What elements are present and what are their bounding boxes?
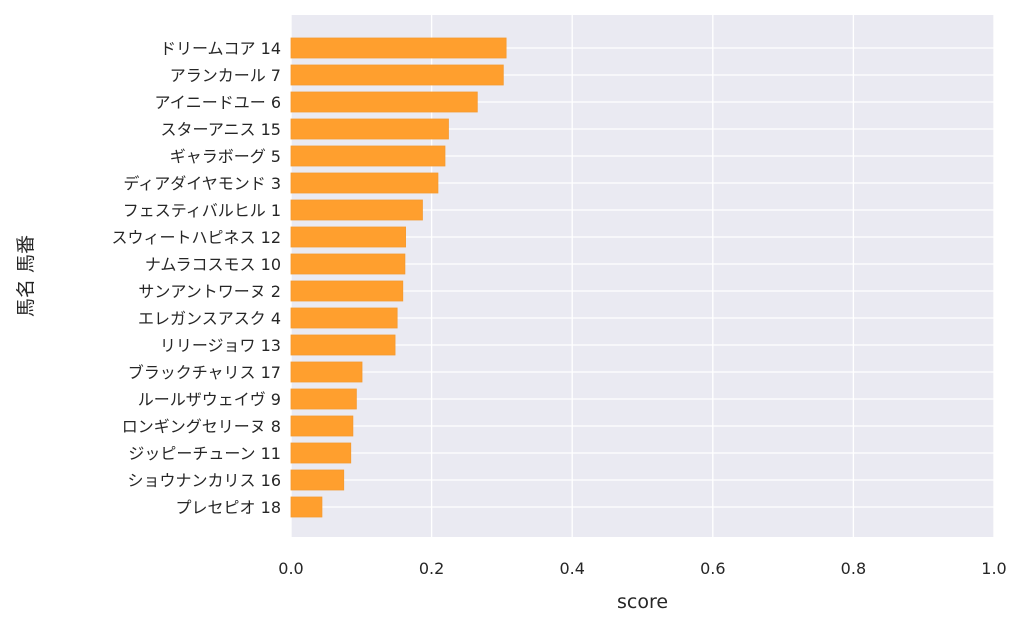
x-tick-label: 1.0 (981, 559, 1006, 578)
y-tick-label: ギャラボーグ 5 (170, 147, 281, 166)
bar (290, 253, 406, 275)
x-axis-title: score (617, 591, 668, 613)
bar (290, 91, 478, 113)
x-tick-label: 0.8 (841, 559, 866, 578)
y-axis-ticks: ドリームコア 14 アランカール 7 アイニードユー 6 スターアニス 15 ギャラボー… (112, 39, 281, 517)
bar (290, 388, 357, 410)
bar (290, 145, 446, 167)
y-tick-label: スターアニス 15 (161, 120, 282, 139)
y-axis-title: 馬名 馬番 (15, 235, 37, 317)
y-tick-label: スウィートハピネス 12 (112, 228, 281, 247)
x-tick-label: 0.2 (419, 559, 444, 578)
y-tick-label: ブラックチャリス 17 (128, 363, 281, 382)
bar (290, 118, 449, 140)
y-tick-label: ジッピーチューン 11 (128, 444, 281, 463)
y-tick-label: アランカール 7 (170, 66, 281, 85)
y-tick-label: ドリームコア 14 (160, 39, 281, 58)
bar (290, 334, 396, 356)
bar (290, 415, 354, 437)
bar (290, 307, 398, 329)
y-tick-label: プレセピオ 18 (176, 498, 281, 517)
bar (290, 199, 423, 221)
y-tick-label: ロンギングセリーヌ 8 (122, 417, 281, 436)
y-tick-label: ルールザウェイヴ 9 (138, 390, 281, 409)
bar (290, 226, 406, 248)
y-tick-label: エレガンスアスク 4 (138, 309, 281, 328)
y-tick-label: ナムラコスモス 10 (145, 255, 281, 274)
bar (290, 37, 507, 59)
x-tick-label: 0.4 (559, 559, 584, 578)
bar (290, 280, 404, 302)
y-tick-label: フェスティバルヒル 1 (123, 201, 281, 220)
y-tick-label: リリージョワ 13 (160, 336, 281, 355)
bar (290, 442, 352, 464)
bars (290, 37, 507, 518)
bar (290, 172, 439, 194)
bar (290, 361, 363, 383)
y-tick-label: アイニードユー 6 (155, 93, 281, 112)
y-tick-label: サンアントワーヌ 2 (138, 282, 281, 301)
bar (290, 496, 323, 518)
x-axis-ticks: 0.0 0.2 0.4 0.6 0.8 1.0 (278, 559, 1006, 578)
bar (290, 64, 504, 86)
x-tick-label: 0.6 (700, 559, 725, 578)
x-tick-label: 0.0 (278, 559, 303, 578)
y-tick-label: ディアダイヤモンド 3 (123, 174, 281, 193)
bar (290, 469, 345, 491)
y-tick-label: ショウナンカリス 16 (128, 471, 281, 490)
